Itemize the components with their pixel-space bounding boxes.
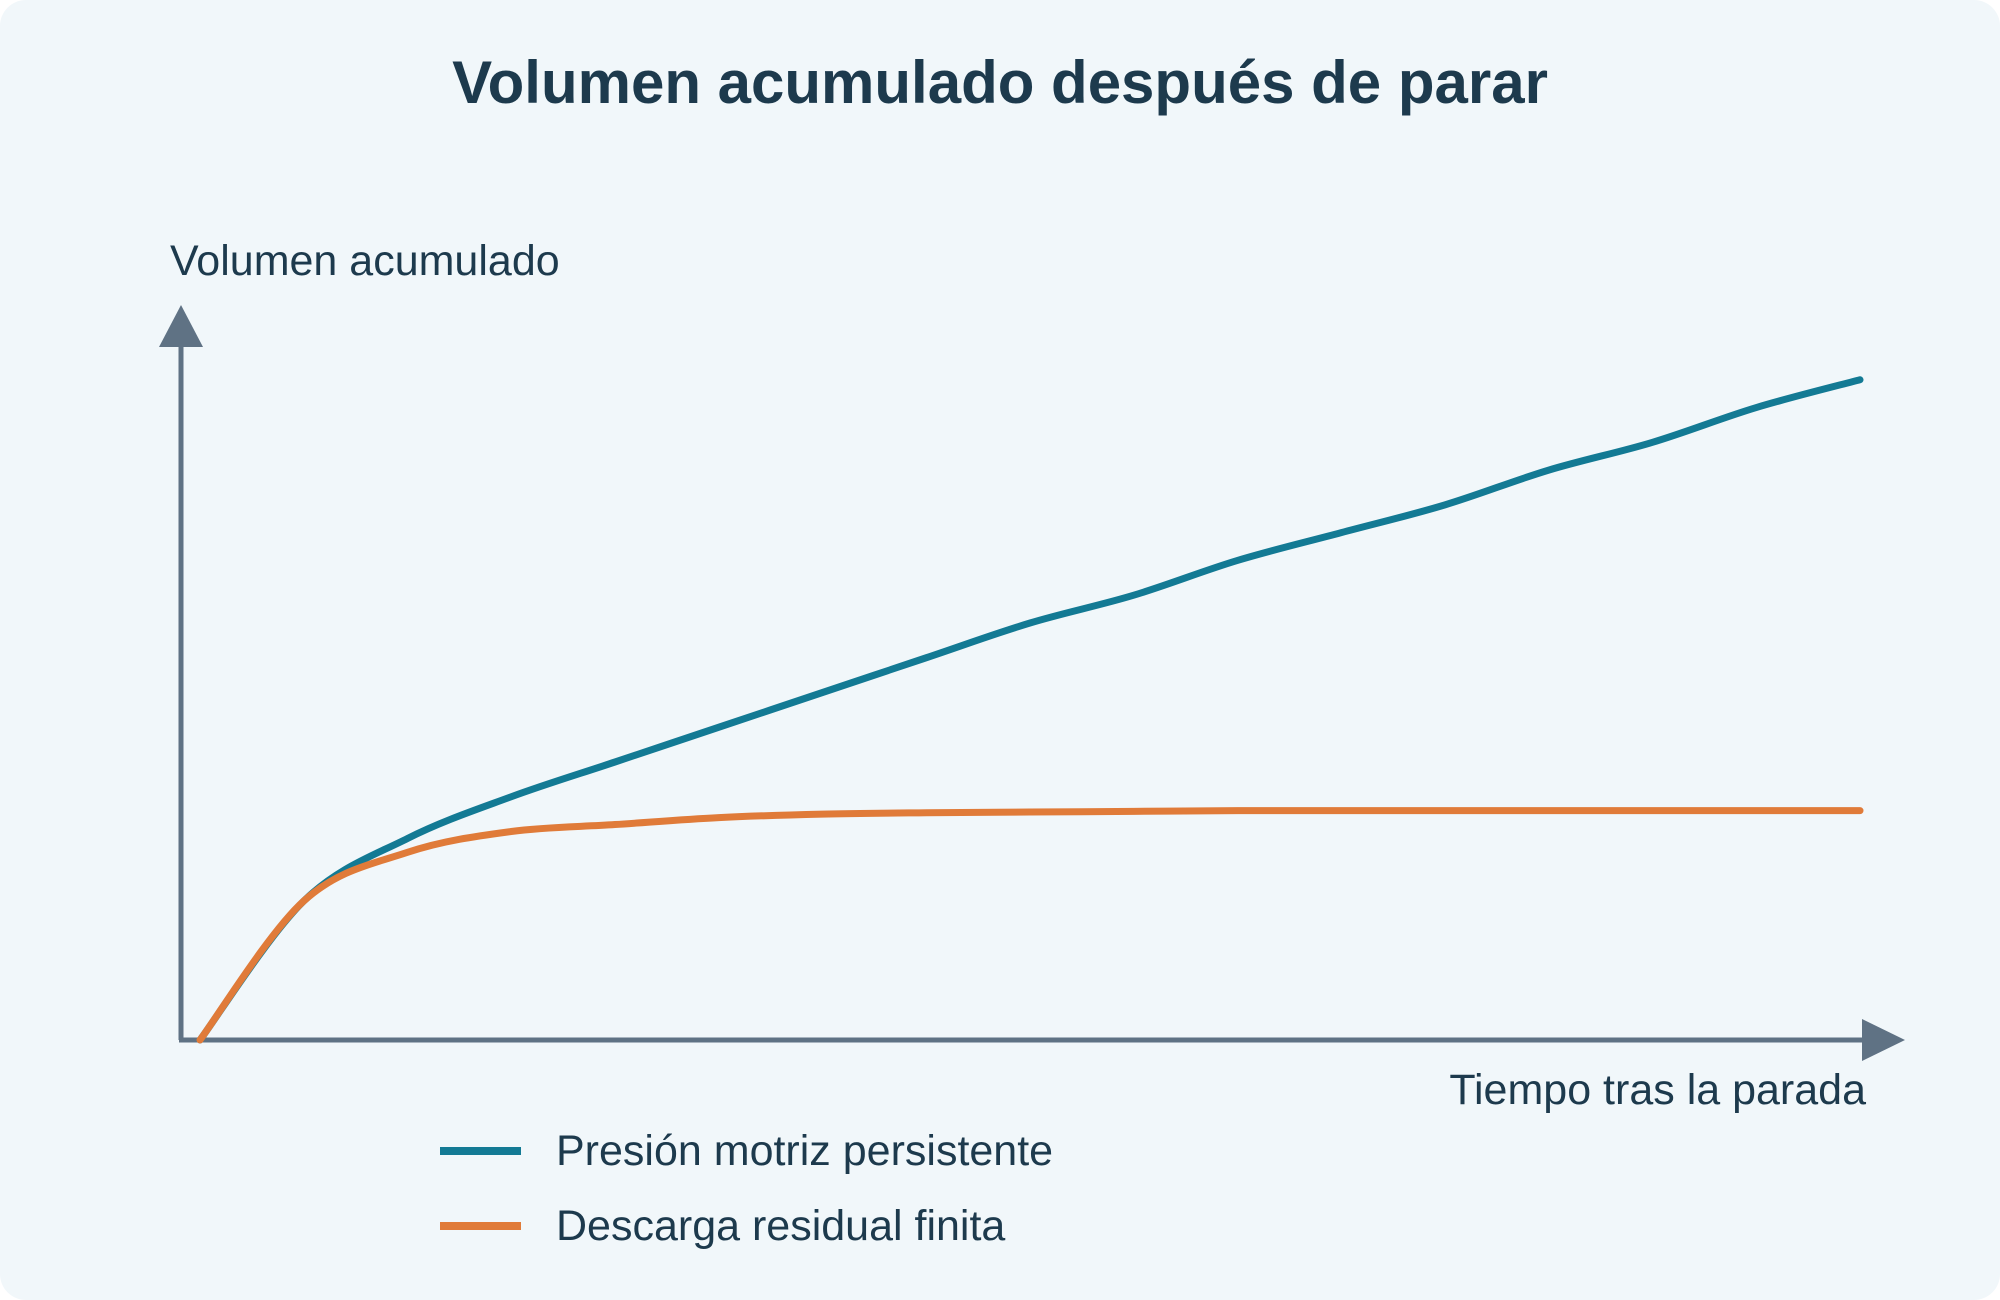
- legend-label-presion: Presión motriz persistente: [556, 1127, 1053, 1175]
- y-axis-arrow-icon: [159, 305, 203, 347]
- legend: Presión motriz persistente Descarga resi…: [440, 1127, 1053, 1250]
- chart-title: Volumen acumulado después de parar: [452, 49, 1548, 116]
- x-axis-arrow-icon: [1862, 1019, 1905, 1061]
- legend-label-descarga: Descarga residual finita: [556, 1202, 1005, 1250]
- series-line-1: [196, 807, 1864, 1044]
- series-layer: [196, 376, 1864, 1044]
- series-line-0: [196, 376, 1864, 1044]
- y-axis-label: Volumen acumulado: [170, 237, 560, 285]
- x-axis-label: Tiempo tras la parada: [1449, 1066, 1866, 1114]
